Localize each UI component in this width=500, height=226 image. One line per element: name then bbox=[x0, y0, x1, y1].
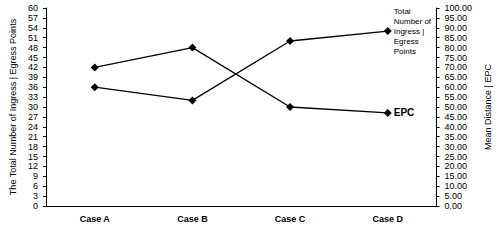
svg-text:48: 48 bbox=[28, 43, 38, 53]
svg-text:Ingress |: Ingress | bbox=[394, 27, 427, 36]
svg-text:70.00: 70.00 bbox=[445, 62, 468, 72]
svg-text:57: 57 bbox=[28, 13, 38, 23]
svg-text:35.00: 35.00 bbox=[445, 132, 468, 142]
svg-text:60.00: 60.00 bbox=[445, 82, 468, 92]
svg-text:Case D: Case D bbox=[372, 214, 403, 224]
svg-text:40.00: 40.00 bbox=[445, 122, 468, 132]
svg-text:21: 21 bbox=[28, 132, 38, 142]
svg-text:30: 30 bbox=[28, 102, 38, 112]
svg-text:3: 3 bbox=[33, 191, 38, 201]
svg-text:18: 18 bbox=[28, 142, 38, 152]
svg-text:45.00: 45.00 bbox=[445, 112, 468, 122]
svg-text:The Total Number of Ingress |: The Total Number of Ingress | Egress Poi… bbox=[8, 18, 18, 195]
svg-text:51: 51 bbox=[28, 33, 38, 43]
svg-text:Total: Total bbox=[394, 7, 413, 16]
svg-text:0: 0 bbox=[33, 201, 38, 211]
svg-text:Case B: Case B bbox=[177, 214, 208, 224]
svg-text:Points: Points bbox=[394, 47, 416, 56]
svg-text:Mean Distance | EPC: Mean Distance | EPC bbox=[483, 64, 493, 150]
svg-text:30.00: 30.00 bbox=[445, 142, 468, 152]
svg-text:Number of: Number of bbox=[394, 17, 434, 26]
svg-text:15.00: 15.00 bbox=[445, 171, 468, 181]
svg-text:60: 60 bbox=[28, 3, 38, 13]
svg-text:6: 6 bbox=[33, 181, 38, 191]
svg-text:Case A: Case A bbox=[80, 214, 111, 224]
svg-text:EPC: EPC bbox=[394, 107, 415, 118]
svg-text:42: 42 bbox=[28, 62, 38, 72]
svg-text:27: 27 bbox=[28, 112, 38, 122]
svg-text:39: 39 bbox=[28, 72, 38, 82]
svg-text:50.00: 50.00 bbox=[445, 102, 468, 112]
svg-text:65.00: 65.00 bbox=[445, 72, 468, 82]
svg-text:55.00: 55.00 bbox=[445, 92, 468, 102]
svg-text:Egress: Egress bbox=[394, 37, 421, 46]
svg-text:75.00: 75.00 bbox=[445, 53, 468, 63]
svg-text:12: 12 bbox=[28, 161, 38, 171]
svg-text:20.00: 20.00 bbox=[445, 161, 468, 171]
svg-text:54: 54 bbox=[28, 23, 38, 33]
svg-text:45: 45 bbox=[28, 53, 38, 63]
svg-text:10.00: 10.00 bbox=[445, 181, 468, 191]
svg-text:25.00: 25.00 bbox=[445, 152, 468, 162]
svg-text:85.00: 85.00 bbox=[445, 33, 468, 43]
svg-text:5.00: 5.00 bbox=[445, 191, 463, 201]
svg-text:15: 15 bbox=[28, 152, 38, 162]
svg-text:95.00: 95.00 bbox=[445, 13, 468, 23]
svg-text:100.00: 100.00 bbox=[445, 3, 473, 13]
svg-text:24: 24 bbox=[28, 122, 38, 132]
svg-text:Case C: Case C bbox=[275, 214, 306, 224]
svg-text:90.00: 90.00 bbox=[445, 23, 468, 33]
svg-text:33: 33 bbox=[28, 92, 38, 102]
svg-text:80.00: 80.00 bbox=[445, 43, 468, 53]
svg-text:36: 36 bbox=[28, 82, 38, 92]
svg-text:9: 9 bbox=[33, 171, 38, 181]
svg-text:0.00: 0.00 bbox=[445, 201, 463, 211]
